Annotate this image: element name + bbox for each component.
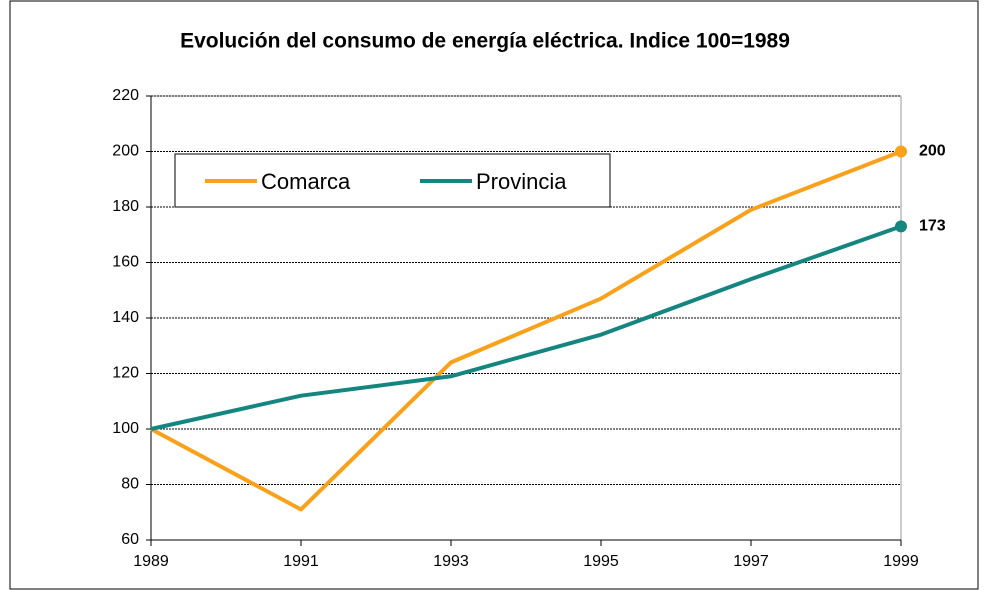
y-tick-label: 220 [112,87,139,104]
series-line [150,224,902,431]
x-tick-label: 1993 [433,553,469,570]
x-tick-label: 1997 [733,553,769,570]
chart-title: Evolución del consumo de energía eléctri… [180,30,790,53]
data-label: 200 [919,143,946,160]
data-label: 173 [919,218,946,235]
y-tick-label: 120 [112,365,139,382]
legend-label: Provincia [476,169,567,194]
y-tick-label: 60 [121,531,139,548]
chart-frame [9,0,979,590]
y-tick-label: 80 [121,476,139,493]
y-tick-label: 160 [112,254,139,271]
x-tick-label: 1991 [283,553,319,570]
x-tick-label: 1989 [133,553,169,570]
x-tick-label: 1995 [583,553,619,570]
y-tick-label: 140 [112,309,139,326]
legend-label: Comarca [261,169,351,194]
end-marker [895,145,907,158]
y-tick-label: 200 [112,143,139,160]
y-tick-label: 100 [112,420,139,437]
x-tick-label: 1999 [883,553,919,570]
end-marker [895,220,907,233]
series-line [150,149,902,512]
y-tick-label: 180 [112,198,139,215]
